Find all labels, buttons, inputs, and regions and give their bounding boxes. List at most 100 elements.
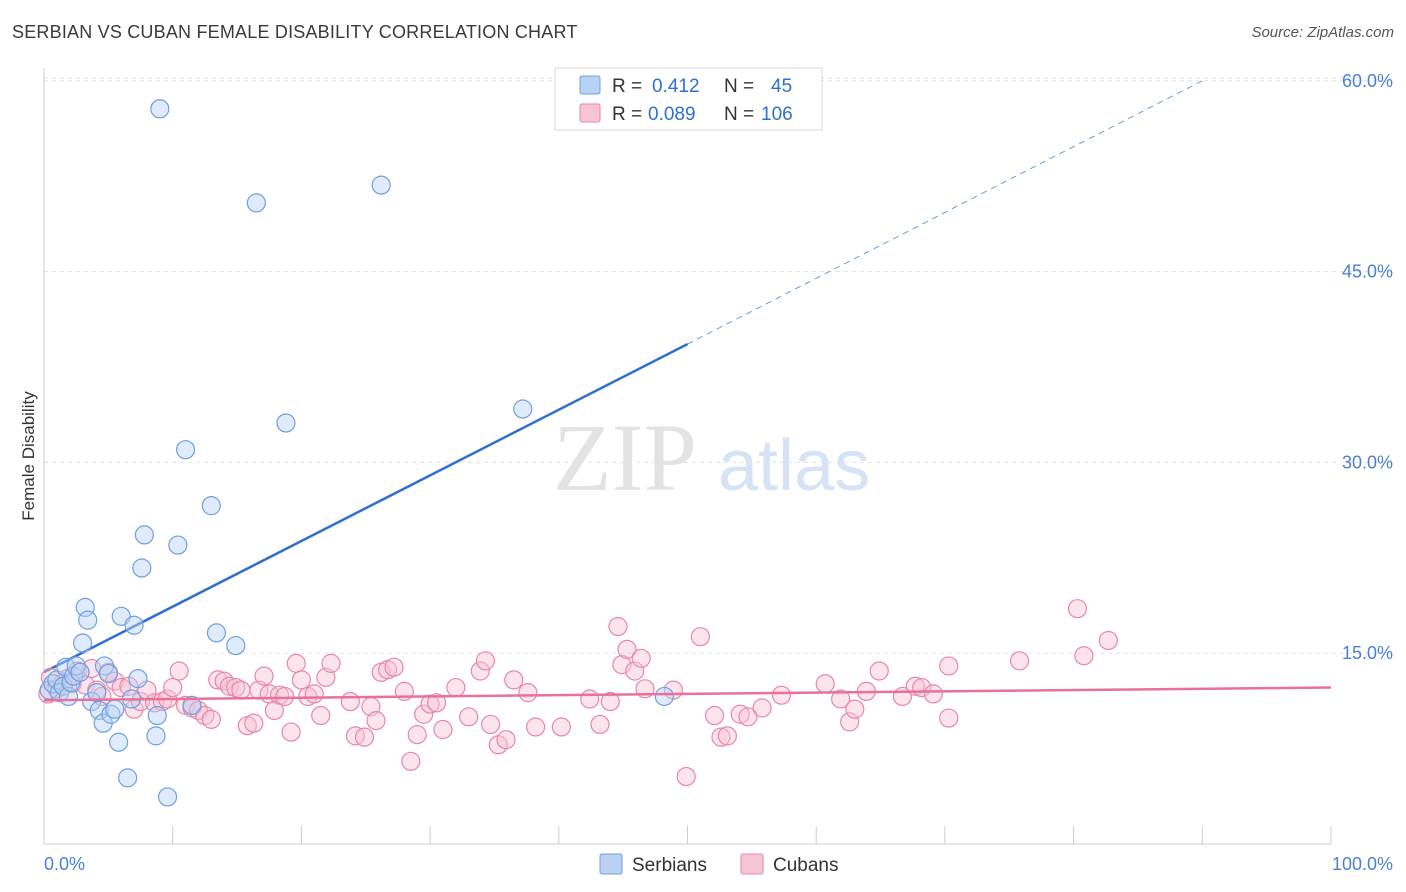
serbians-point-32 [150, 99, 170, 119]
legend-r-value-serbians: 0.412 [652, 76, 700, 97]
cubans-point-42 [286, 653, 306, 673]
cubans-point-66 [470, 661, 490, 681]
bottom-legend-serbians-swatch [599, 853, 623, 875]
serbians-point-26 [124, 615, 144, 635]
cubans-point-80 [617, 639, 637, 659]
legend-r-label-serbians: R = [612, 76, 642, 97]
legend-serbians-swatch [579, 75, 601, 95]
y-tick-label-30: 30.0% [1342, 452, 1393, 472]
cubans-trendline [43, 686, 1332, 702]
serbians-point-43 [513, 399, 533, 419]
serbians-point-35 [175, 440, 196, 460]
cubans-point-75 [580, 689, 600, 709]
bottom-legend-cubans-label: Cubans [773, 855, 839, 876]
cubans-point-28 [208, 670, 228, 690]
cubans-point-99 [869, 661, 889, 681]
cubans-point-62 [426, 693, 447, 713]
cubans-point-105 [939, 656, 959, 676]
cubans-point-108 [1074, 646, 1094, 666]
source-label: Source: ZipAtlas.com [1251, 24, 1394, 41]
serbians-point-21 [105, 699, 125, 719]
legend-r-label-cubans: R = [612, 104, 642, 125]
stats-legend: R = 0.412 N = 45 R = 0.089 N = 106 [554, 67, 823, 131]
cubans-point-96 [840, 712, 860, 732]
cubans-point-21 [163, 677, 183, 698]
legend-n-label-cubans: N = [724, 104, 754, 125]
y-axis-label: Female Disability [19, 391, 38, 521]
cubans-point-38 [264, 700, 284, 721]
cubans-point-32 [231, 680, 251, 700]
cubans-point-36 [254, 666, 274, 686]
y-tick-label-60: 60.0% [1342, 71, 1393, 91]
cubans-point-93 [771, 685, 792, 705]
y-tick-label-15: 15.0% [1342, 643, 1393, 663]
serbians-point-27 [128, 669, 148, 689]
y-tick-labels: 15.0% 30.0% 45.0% 60.0% [1342, 71, 1393, 663]
serbians-point-29 [134, 525, 154, 545]
cubans-point-71 [504, 670, 524, 690]
serbians-point-41 [276, 413, 296, 433]
cubans-point-58 [401, 751, 421, 771]
cubans-point-76 [590, 714, 610, 735]
serbians-point-38 [206, 623, 227, 643]
x-tick-label-max: 100.0% [1332, 854, 1393, 874]
x-tick-label-min: 0.0% [44, 854, 85, 874]
cubans-point-106 [1009, 651, 1030, 671]
cubans-point-49 [340, 691, 360, 712]
cubans-point-27 [201, 709, 221, 729]
serbians-point-30 [146, 726, 166, 746]
cubans-point-41 [281, 722, 301, 742]
serbians-point-40 [246, 193, 266, 213]
serbians-point-11 [73, 633, 93, 653]
cubans-point-29 [214, 671, 234, 691]
cubans-point-61 [420, 694, 440, 714]
serbians-trend-solid [43, 342, 689, 674]
cubans-point-63 [433, 719, 453, 740]
bottom-legend-cubans-swatch [740, 853, 764, 875]
cubans-point-70 [496, 730, 516, 750]
cubans-point-46 [311, 705, 331, 726]
cubans-point-40 [275, 686, 295, 707]
serbians-point-31 [147, 705, 167, 726]
serbians-point-39 [226, 635, 246, 656]
cubans-point-43 [291, 670, 311, 690]
cubans-point-94 [815, 674, 835, 694]
serbians-point-28 [132, 558, 152, 578]
cubans-point-22 [169, 661, 189, 681]
cubans-point-60 [414, 704, 434, 724]
serbians-point-37 [201, 496, 221, 516]
serbians-point-13 [78, 610, 98, 630]
cubans-point-82 [631, 648, 651, 668]
cubans-point-48 [321, 653, 341, 673]
cubans-point-31 [226, 677, 246, 698]
cubans-point-90 [730, 704, 750, 724]
serbians-point-24 [118, 768, 138, 788]
serbians-point-10 [70, 662, 90, 682]
serbians-point-19 [98, 663, 118, 684]
legend-n-value-cubans: 106 [761, 104, 793, 125]
cubans-point-78 [608, 616, 628, 637]
serbians-point-44 [654, 686, 674, 707]
cubans-point-56 [384, 657, 404, 677]
cubans-point-53 [366, 711, 386, 731]
cubans-point-87 [704, 705, 725, 726]
legend-n-value-serbians: 45 [771, 76, 792, 97]
axes [43, 68, 1332, 845]
cubans-point-85 [676, 766, 696, 787]
cubans-point-88 [711, 727, 731, 747]
serbians-points [39, 99, 674, 807]
watermark-atlas: atlas [718, 426, 870, 506]
serbians-point-33 [157, 787, 178, 807]
legend-cubans-swatch [579, 103, 601, 123]
legend-r-value-cubans: 0.089 [648, 104, 696, 125]
legend-n-label-serbians: N = [724, 76, 754, 97]
serbians-point-22 [109, 732, 129, 752]
cubans-point-68 [480, 714, 501, 735]
bottom-legend-serbians-label: Serbians [632, 855, 707, 876]
cubans-point-73 [526, 717, 546, 737]
cubans-point-64 [446, 677, 466, 698]
cubans-point-107 [1067, 599, 1088, 619]
watermark-zip: ZIP [553, 404, 697, 511]
cubans-point-30 [219, 676, 239, 696]
cubans-points [38, 599, 1118, 787]
